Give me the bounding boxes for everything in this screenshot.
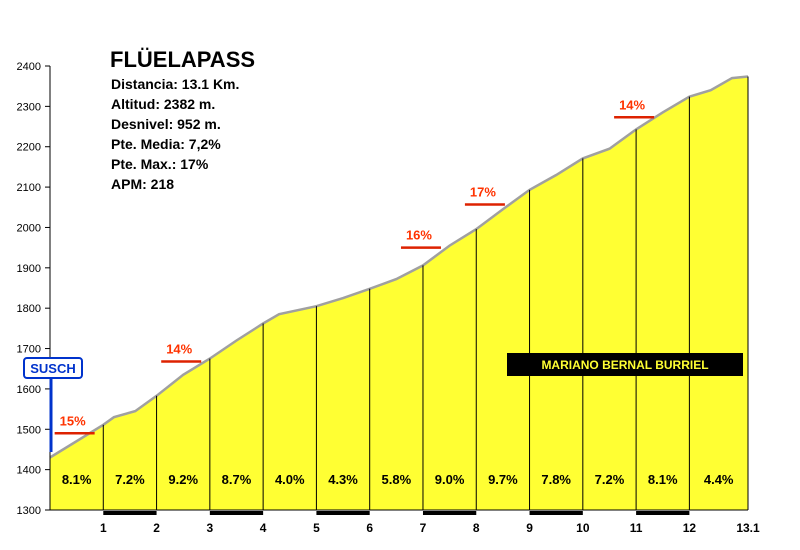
x-tick-label-10: 10: [576, 521, 590, 535]
start-badge: [23, 357, 83, 379]
segment-grade-12: 8.1%: [648, 472, 678, 487]
profile-area: [50, 76, 748, 510]
y-tick-label: 1900: [17, 263, 41, 275]
max-grade-label-2: 14%: [166, 341, 192, 356]
y-tick-label: 2100: [17, 182, 41, 194]
stat-altitude: Altitud: 2382 m.: [111, 96, 215, 112]
segment-grade-8: 9.0%: [435, 472, 465, 487]
y-tick-label: 1400: [17, 465, 41, 477]
segment-grade-10: 7.8%: [541, 472, 571, 487]
start-badge-label: SUSCH: [30, 361, 76, 376]
segment-grade-6: 4.3%: [328, 472, 358, 487]
segment-grade-3: 9.2%: [168, 472, 198, 487]
x-axis-segment: [316, 511, 370, 515]
x-tick-label-7: 7: [420, 521, 427, 535]
y-tick-label: 1300: [17, 505, 41, 517]
x-tick-label-3: 3: [207, 521, 214, 535]
stat-apm: APM: 218: [111, 176, 174, 192]
x-tick-label-6: 6: [366, 521, 373, 535]
author-label: MARIANO BERNAL BURRIEL: [541, 358, 708, 372]
max-grade-label-4: 17%: [470, 184, 496, 199]
y-tick-label: 2400: [17, 61, 41, 73]
segment-grade-4: 8.7%: [222, 472, 252, 487]
max-grade-label-1: 15%: [60, 413, 86, 428]
y-tick-label: 1800: [17, 303, 41, 315]
y-tick-label: 2300: [17, 101, 41, 113]
x-tick-label-9: 9: [526, 521, 533, 535]
x-axis-segment: [636, 511, 690, 515]
segment-grade-11: 7.2%: [595, 472, 625, 487]
x-tick-label-11: 11: [630, 521, 643, 535]
stat-elevation-gain: Desnivel: 952 m.: [111, 116, 221, 132]
stat-max-grade: Pte. Max.: 17%: [111, 156, 209, 172]
x-tick-label-2: 2: [153, 521, 160, 535]
y-tick-label: 1600: [17, 384, 41, 396]
x-tick-label-8: 8: [473, 521, 480, 535]
author-box: [507, 353, 743, 376]
segment-grade-13: 4.4%: [704, 472, 734, 487]
segment-grade-5: 4.0%: [275, 472, 305, 487]
max-grade-label-3: 16%: [406, 228, 432, 243]
y-tick-label: 1500: [17, 424, 41, 436]
x-axis-segment: [103, 511, 157, 515]
stat-avg-grade: Pte. Media: 7,2%: [111, 136, 221, 152]
max-grade-label-5: 14%: [619, 97, 645, 112]
y-tick-label: 1700: [17, 344, 41, 356]
x-axis-segment: [209, 511, 264, 515]
x-tick-label-5: 5: [313, 521, 320, 535]
x-tick-label-1: 1: [100, 521, 107, 535]
chart-title: FLÜELAPASS: [110, 47, 255, 72]
segment-grade-7: 5.8%: [382, 472, 412, 487]
x-tick-label-13.1: 13.1: [736, 521, 760, 535]
x-tick-label-4: 4: [260, 521, 267, 535]
y-tick-label: 2000: [17, 222, 41, 234]
x-axis-segment: [529, 511, 583, 515]
x-axis-segment: [422, 511, 477, 515]
segment-grade-9: 9.7%: [488, 472, 518, 487]
y-tick-label: 2200: [17, 142, 41, 154]
segment-grade-1: 8.1%: [62, 472, 92, 487]
segment-grade-2: 7.2%: [115, 472, 145, 487]
stat-distance: Distancia: 13.1 Km.: [111, 76, 239, 92]
profile-line: [49, 75, 749, 459]
x-tick-label-12: 12: [683, 521, 697, 535]
